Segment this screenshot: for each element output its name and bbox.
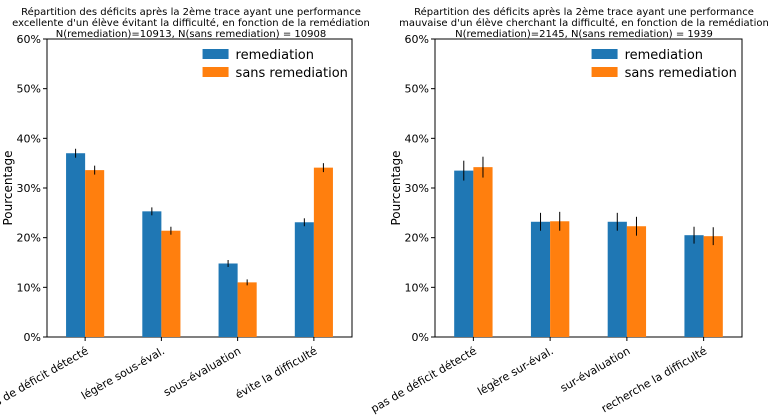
bar-sans-remediation	[313, 167, 333, 337]
chart-title-line: mauvaise d'un élève cherchant la difficu…	[399, 17, 769, 29]
chart-title-line: excellente d'un élève évitant la difficu…	[12, 17, 370, 29]
bar-sans-remediation	[703, 236, 723, 337]
bar-remediation	[66, 153, 86, 337]
x-tick-label: pas de déficit détecté	[369, 344, 479, 415]
x-tick-label: légère sous-éval.	[79, 344, 167, 402]
y-tick-label: 30%	[17, 182, 41, 195]
bar-remediation	[142, 211, 162, 337]
x-tick-label: sous-évaluation	[161, 344, 243, 399]
y-axis-label: Pourcentage	[389, 150, 403, 225]
x-tick-label: évite la difficulté	[233, 344, 319, 401]
legend-swatch	[591, 49, 618, 59]
bar-sans-remediation	[85, 170, 105, 337]
bar-remediation	[294, 222, 314, 337]
y-tick-label: 60%	[405, 33, 429, 46]
y-axis-label: Pourcentage	[1, 150, 15, 225]
bar-sans-remediation	[626, 226, 647, 337]
y-tick-label: 50%	[17, 83, 41, 96]
y-tick-label: 40%	[405, 132, 429, 145]
bar-remediation	[607, 221, 627, 337]
bar-remediation	[684, 235, 704, 337]
bar-remediation	[218, 263, 238, 337]
y-tick-label: 60%	[17, 33, 41, 46]
legend-swatch	[202, 67, 229, 77]
x-tick-label: sur-évaluation	[558, 344, 632, 394]
chart-1: Répartition des déficits après la 2ème t…	[0, 6, 370, 415]
y-tick-label: 20%	[405, 232, 429, 245]
legend-swatch	[591, 67, 618, 77]
x-tick-label: légère sur-éval.	[475, 344, 555, 398]
y-tick-label: 30%	[405, 182, 429, 195]
y-tick-label: 0%	[24, 331, 41, 344]
bar-sans-remediation	[237, 282, 257, 337]
legend-label: sans remediation	[625, 66, 737, 81]
chart-title-line: N(remediation)=10913, N(sans remediation…	[56, 29, 326, 40]
y-tick-label: 50%	[405, 83, 429, 96]
bar-remediation	[530, 221, 551, 337]
legend-swatch	[202, 49, 229, 59]
chart-title-line: Répartition des déficits après la 2ème t…	[414, 6, 754, 18]
bar-remediation	[454, 170, 474, 337]
y-tick-label: 10%	[405, 281, 429, 294]
y-tick-label: 40%	[17, 132, 41, 145]
legend-label: remediation	[625, 48, 703, 63]
bar-sans-remediation	[550, 221, 570, 337]
y-tick-label: 0%	[412, 331, 429, 344]
legend-label: sans remediation	[236, 66, 348, 81]
y-tick-label: 20%	[17, 232, 41, 245]
chart-title-line: N(remediation)=2145, N(sans remediation)…	[455, 29, 713, 40]
legend-label: remediation	[236, 48, 314, 63]
chart-2: Répartition des déficits après la 2ème t…	[369, 6, 769, 415]
chart-title-line: Répartition des déficits après la 2ème t…	[21, 6, 361, 18]
y-tick-label: 10%	[17, 281, 41, 294]
bar-sans-remediation	[161, 230, 181, 337]
bar-sans-remediation	[473, 167, 493, 337]
x-tick-label: pas de déficit détecté	[0, 344, 91, 415]
